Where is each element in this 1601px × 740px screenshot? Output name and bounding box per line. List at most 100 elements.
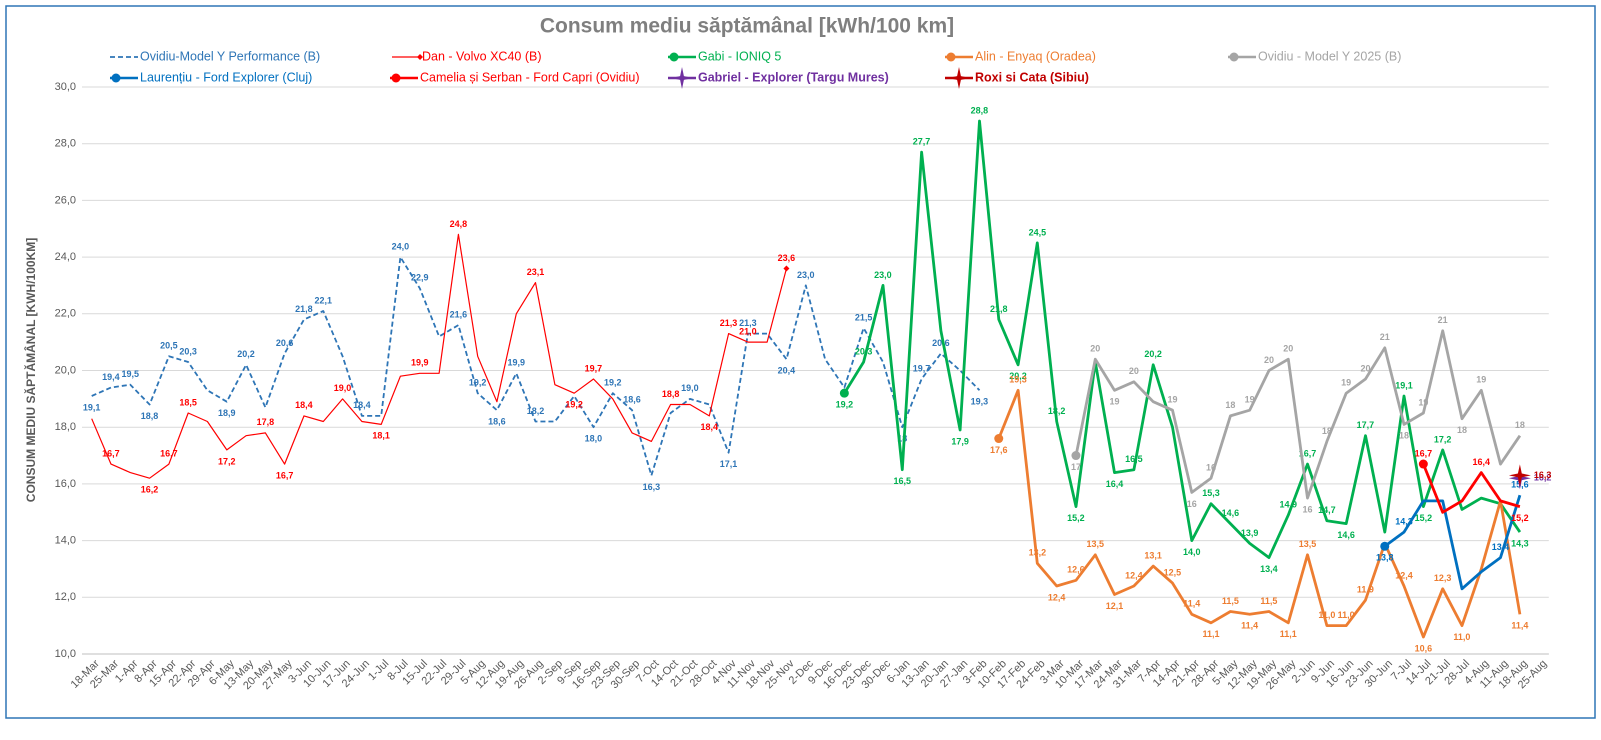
marker xyxy=(1508,464,1531,487)
data-label: 20 xyxy=(1264,355,1274,365)
legend-item: Dan - Volvo XC40 (B) xyxy=(392,49,542,63)
data-label: 19,9 xyxy=(507,358,525,368)
series-line xyxy=(91,233,788,479)
data-label: 19 xyxy=(1167,395,1177,405)
data-label: 10,6 xyxy=(1415,643,1433,653)
data-label: 20,6 xyxy=(276,338,294,348)
data-label: 15,3 xyxy=(1202,488,1220,498)
data-label: 11,0 xyxy=(1338,610,1355,620)
data-label: 16 xyxy=(1187,499,1197,509)
data-label: 15,2 xyxy=(1067,513,1085,523)
data-label: 12,3 xyxy=(1434,573,1452,583)
data-label: 16,7 xyxy=(276,470,294,480)
data-label: 12,4 xyxy=(1125,570,1143,580)
data-label: 20 xyxy=(1090,344,1100,354)
marker xyxy=(391,73,401,83)
data-label: 20,4 xyxy=(778,366,796,376)
data-label: 14,3 xyxy=(1395,516,1413,526)
data-label: 12,6 xyxy=(1067,565,1085,575)
y-tick-label: 24,0 xyxy=(55,251,76,263)
data-label: 18,2 xyxy=(1048,406,1066,416)
data-label: 18,6 xyxy=(623,395,641,405)
y-axis-label: CONSUM MEDIU SĂPTĂMÂNAL [KWH/100KM] xyxy=(23,238,38,502)
marker xyxy=(1071,451,1081,461)
data-label: 17,8 xyxy=(257,417,275,427)
data-label: 16,5 xyxy=(893,476,911,486)
data-label: 12,5 xyxy=(1164,568,1182,578)
data-label: 13,8 xyxy=(1376,553,1394,563)
marker xyxy=(839,388,849,398)
data-label: 24,0 xyxy=(392,241,410,251)
data-label: 19,3 xyxy=(971,397,989,407)
data-label: 16,4 xyxy=(1106,479,1124,489)
marker xyxy=(1418,459,1428,469)
marker xyxy=(948,67,970,89)
data-label: 18 xyxy=(897,434,907,444)
data-label: 11,0 xyxy=(1453,632,1470,642)
marker xyxy=(994,434,1004,444)
marker xyxy=(417,54,423,60)
legend-item: Laurențiu - Ford Explorer (Cluj) xyxy=(110,70,312,84)
data-label: 21,6 xyxy=(450,310,468,320)
data-label: 27,7 xyxy=(913,137,931,147)
data-label: 18,8 xyxy=(662,389,680,399)
data-label: 21,5 xyxy=(855,312,873,322)
data-label: 19,4 xyxy=(102,372,120,382)
y-tick-label: 10,0 xyxy=(55,648,76,660)
data-label: 18,4 xyxy=(700,422,718,432)
data-label: 12,4 xyxy=(1395,570,1413,580)
series-line xyxy=(843,119,1522,559)
data-label: 19,5 xyxy=(121,369,139,379)
data-label: 17,2 xyxy=(1434,434,1452,444)
data-label: 16 xyxy=(1206,463,1216,473)
data-label: 18 xyxy=(1225,400,1235,410)
data-label: 18 xyxy=(1322,426,1332,436)
data-label: 19,2 xyxy=(469,378,487,388)
data-label: 18 xyxy=(1515,420,1525,430)
data-label: 22,1 xyxy=(314,295,332,305)
y-tick-label: 20,0 xyxy=(55,364,76,376)
data-label: 20,3 xyxy=(855,346,873,356)
data-label: 20,5 xyxy=(160,341,178,351)
data-label: 18,5 xyxy=(179,397,197,407)
legend-item: Alin - Enyaq (Oradea) xyxy=(945,49,1096,63)
data-label: 16,5 xyxy=(1125,454,1143,464)
data-label: 16,7 xyxy=(102,448,120,458)
data-label: 11,0 xyxy=(1318,610,1335,620)
data-label: 24,5 xyxy=(1029,227,1047,237)
data-label: 17,1 xyxy=(720,459,738,469)
marker xyxy=(946,52,956,62)
data-label: 16,7 xyxy=(1299,448,1317,458)
legend-item: Gabi - IONIQ 5 xyxy=(668,49,781,63)
legend-label: Laurențiu - Ford Explorer (Cluj) xyxy=(140,70,312,84)
data-label: 16,3 xyxy=(643,482,661,492)
data-label: 18,0 xyxy=(585,434,603,444)
data-label: 23,6 xyxy=(778,253,796,263)
marker xyxy=(1380,541,1390,551)
y-tick-label: 28,0 xyxy=(55,138,76,150)
data-label: 19,7 xyxy=(913,363,931,373)
marker xyxy=(669,52,679,62)
y-tick-label: 30,0 xyxy=(55,81,76,93)
y-tick-label: 12,0 xyxy=(55,591,76,603)
data-label: 14,3 xyxy=(1511,538,1529,548)
data-label: 20,2 xyxy=(1144,349,1162,359)
data-label: 17,6 xyxy=(990,445,1008,455)
legend-label: Camelia și Serban - Ford Capri (Ovidiu) xyxy=(420,70,640,84)
data-label: 22,9 xyxy=(411,273,429,283)
data-label: 17,7 xyxy=(1357,420,1375,430)
data-label: 16,7 xyxy=(160,448,178,458)
data-label: 21 xyxy=(1438,315,1448,325)
data-label: 16,7 xyxy=(1415,448,1433,458)
data-label: 23,0 xyxy=(797,270,815,280)
data-label: 19,3 xyxy=(1009,375,1027,385)
data-label: 11,1 xyxy=(1203,629,1220,639)
data-label: 17,2 xyxy=(218,456,236,466)
data-label: 16,2 xyxy=(141,485,159,495)
data-label: 21,8 xyxy=(295,304,313,314)
data-label: 18,4 xyxy=(295,400,313,410)
data-label: 13,5 xyxy=(1086,539,1104,549)
legend-label: Ovidiu - Model Y 2025 (B) xyxy=(1258,49,1401,63)
chart-title: Consum mediu săptămânal [kWh/100 km] xyxy=(540,15,954,38)
marker xyxy=(671,67,693,89)
